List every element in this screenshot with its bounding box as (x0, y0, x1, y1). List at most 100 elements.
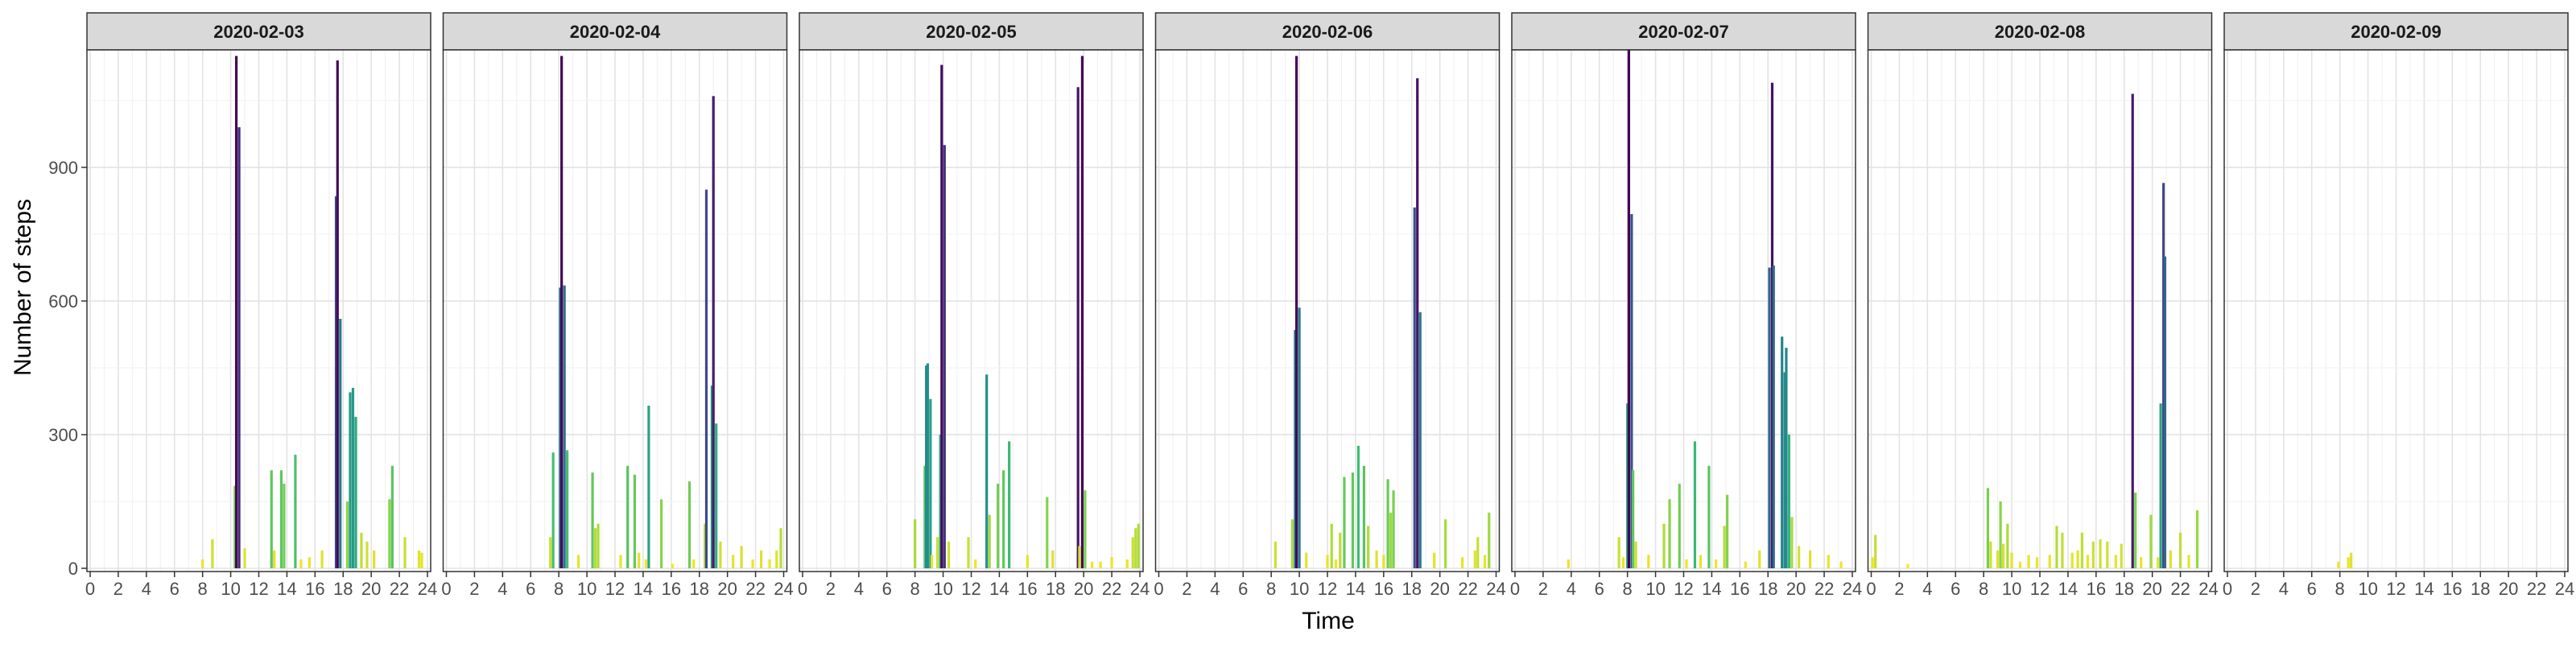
bar (201, 559, 204, 568)
bar (740, 546, 743, 568)
bar (1416, 78, 1419, 568)
bar (1334, 559, 1338, 568)
x-tick-label: 10 (577, 579, 597, 599)
bar (373, 550, 376, 568)
x-axis: 0 2 4 6 8 10 12 14 16 18 20 22 24 (798, 572, 1150, 599)
facet-label: 2020-02-04 (570, 22, 661, 42)
bar (1726, 494, 1729, 568)
facet-panel: 2020-02-090 2 4 6 8 10 12 14 16 18 20 22 24 (2223, 12, 2574, 599)
bar (939, 434, 942, 568)
bar (943, 145, 946, 569)
bar (732, 555, 735, 568)
bar (279, 470, 283, 568)
x-tick-label: 18 (333, 579, 353, 599)
bar (1339, 532, 1342, 568)
facet-label: 2020-02-07 (1638, 22, 1729, 42)
bars (1274, 56, 1491, 568)
bar (2347, 557, 2350, 568)
grid-lines (443, 50, 787, 572)
bar (1026, 555, 1029, 568)
bar (779, 528, 782, 568)
facet-panel: 2020-02-040 2 4 6 8 10 12 14 16 18 20 22 24 (441, 12, 794, 599)
bar (1770, 82, 1774, 568)
bar (273, 550, 276, 568)
bar (1134, 528, 1137, 568)
bar (1367, 526, 1370, 568)
bar (1294, 329, 1297, 568)
x-tick-label: 4 (497, 579, 507, 599)
bar (1274, 541, 1278, 568)
bar (1707, 465, 1711, 568)
x-tick-label: 2 (1182, 579, 1191, 599)
bar (2027, 555, 2030, 568)
bar (1137, 523, 1140, 568)
bar (1051, 550, 1055, 568)
bar (1627, 49, 1631, 568)
grid-lines (1868, 50, 2212, 572)
bar (1389, 512, 1393, 568)
x-tick-label: 14 (989, 579, 1009, 599)
x-tick-label: 8 (1623, 579, 1633, 599)
facet-panel: 2020-02-050 2 4 6 8 10 12 14 16 18 20 22 24 (798, 12, 1150, 599)
bar (1693, 441, 1697, 568)
bar (1488, 512, 1491, 568)
x-tick-label: 8 (910, 579, 920, 599)
bar (559, 287, 562, 568)
x-tick-label: 4 (1922, 579, 1932, 599)
bar (354, 416, 357, 568)
bar (687, 481, 691, 568)
x-tick-label: 22 (1102, 579, 1121, 599)
bar (759, 550, 763, 568)
x-tick-label: 14 (634, 579, 653, 599)
bar (660, 499, 663, 568)
x-tick-label: 18 (2115, 579, 2134, 599)
bar (2048, 555, 2051, 568)
x-tick-label: 6 (2307, 579, 2317, 599)
x-tick-label: 22 (1458, 579, 1477, 599)
x-tick-label: 8 (2335, 579, 2345, 599)
x-tick-label: 24 (2198, 579, 2218, 599)
bar (1343, 477, 1346, 568)
facet-strip (442, 12, 788, 51)
bar (2070, 552, 2074, 568)
bar (211, 539, 214, 568)
bar (417, 550, 421, 568)
bar (1632, 470, 1635, 568)
bar (1781, 336, 1784, 568)
bars (549, 56, 782, 568)
x-tick-label: 10 (2002, 579, 2021, 599)
x-tick-label: 8 (198, 579, 208, 599)
x-tick-label: 10 (2358, 579, 2377, 599)
bar (1996, 550, 2000, 568)
bar (1662, 523, 1666, 568)
x-tick-label: 4 (1567, 579, 1576, 599)
x-tick-label: 6 (170, 579, 180, 599)
bar (1699, 555, 1703, 568)
bar (1091, 561, 1094, 568)
x-tick-label: 20 (1074, 579, 1093, 599)
bar (577, 555, 580, 568)
bar (2149, 514, 2153, 568)
x-tick-label: 6 (1238, 579, 1248, 599)
y-axis: 0 300 600 900 (48, 158, 87, 579)
bar (2035, 557, 2039, 568)
bar (2195, 510, 2199, 568)
x-tick-label: 22 (745, 579, 765, 599)
x-tick-label: 12 (2030, 579, 2050, 599)
x-tick-label: 14 (277, 579, 296, 599)
bar (2099, 539, 2102, 568)
bar (233, 485, 237, 568)
bar (914, 519, 917, 568)
bar (926, 363, 929, 568)
bar (974, 559, 977, 568)
bar (619, 555, 622, 568)
bar (1871, 557, 1874, 568)
x-tick-label: 12 (2386, 579, 2405, 599)
x-tick-label: 24 (774, 579, 793, 599)
bar (710, 386, 714, 568)
bar (1461, 557, 1464, 568)
bars (201, 56, 423, 569)
bar (947, 541, 951, 568)
